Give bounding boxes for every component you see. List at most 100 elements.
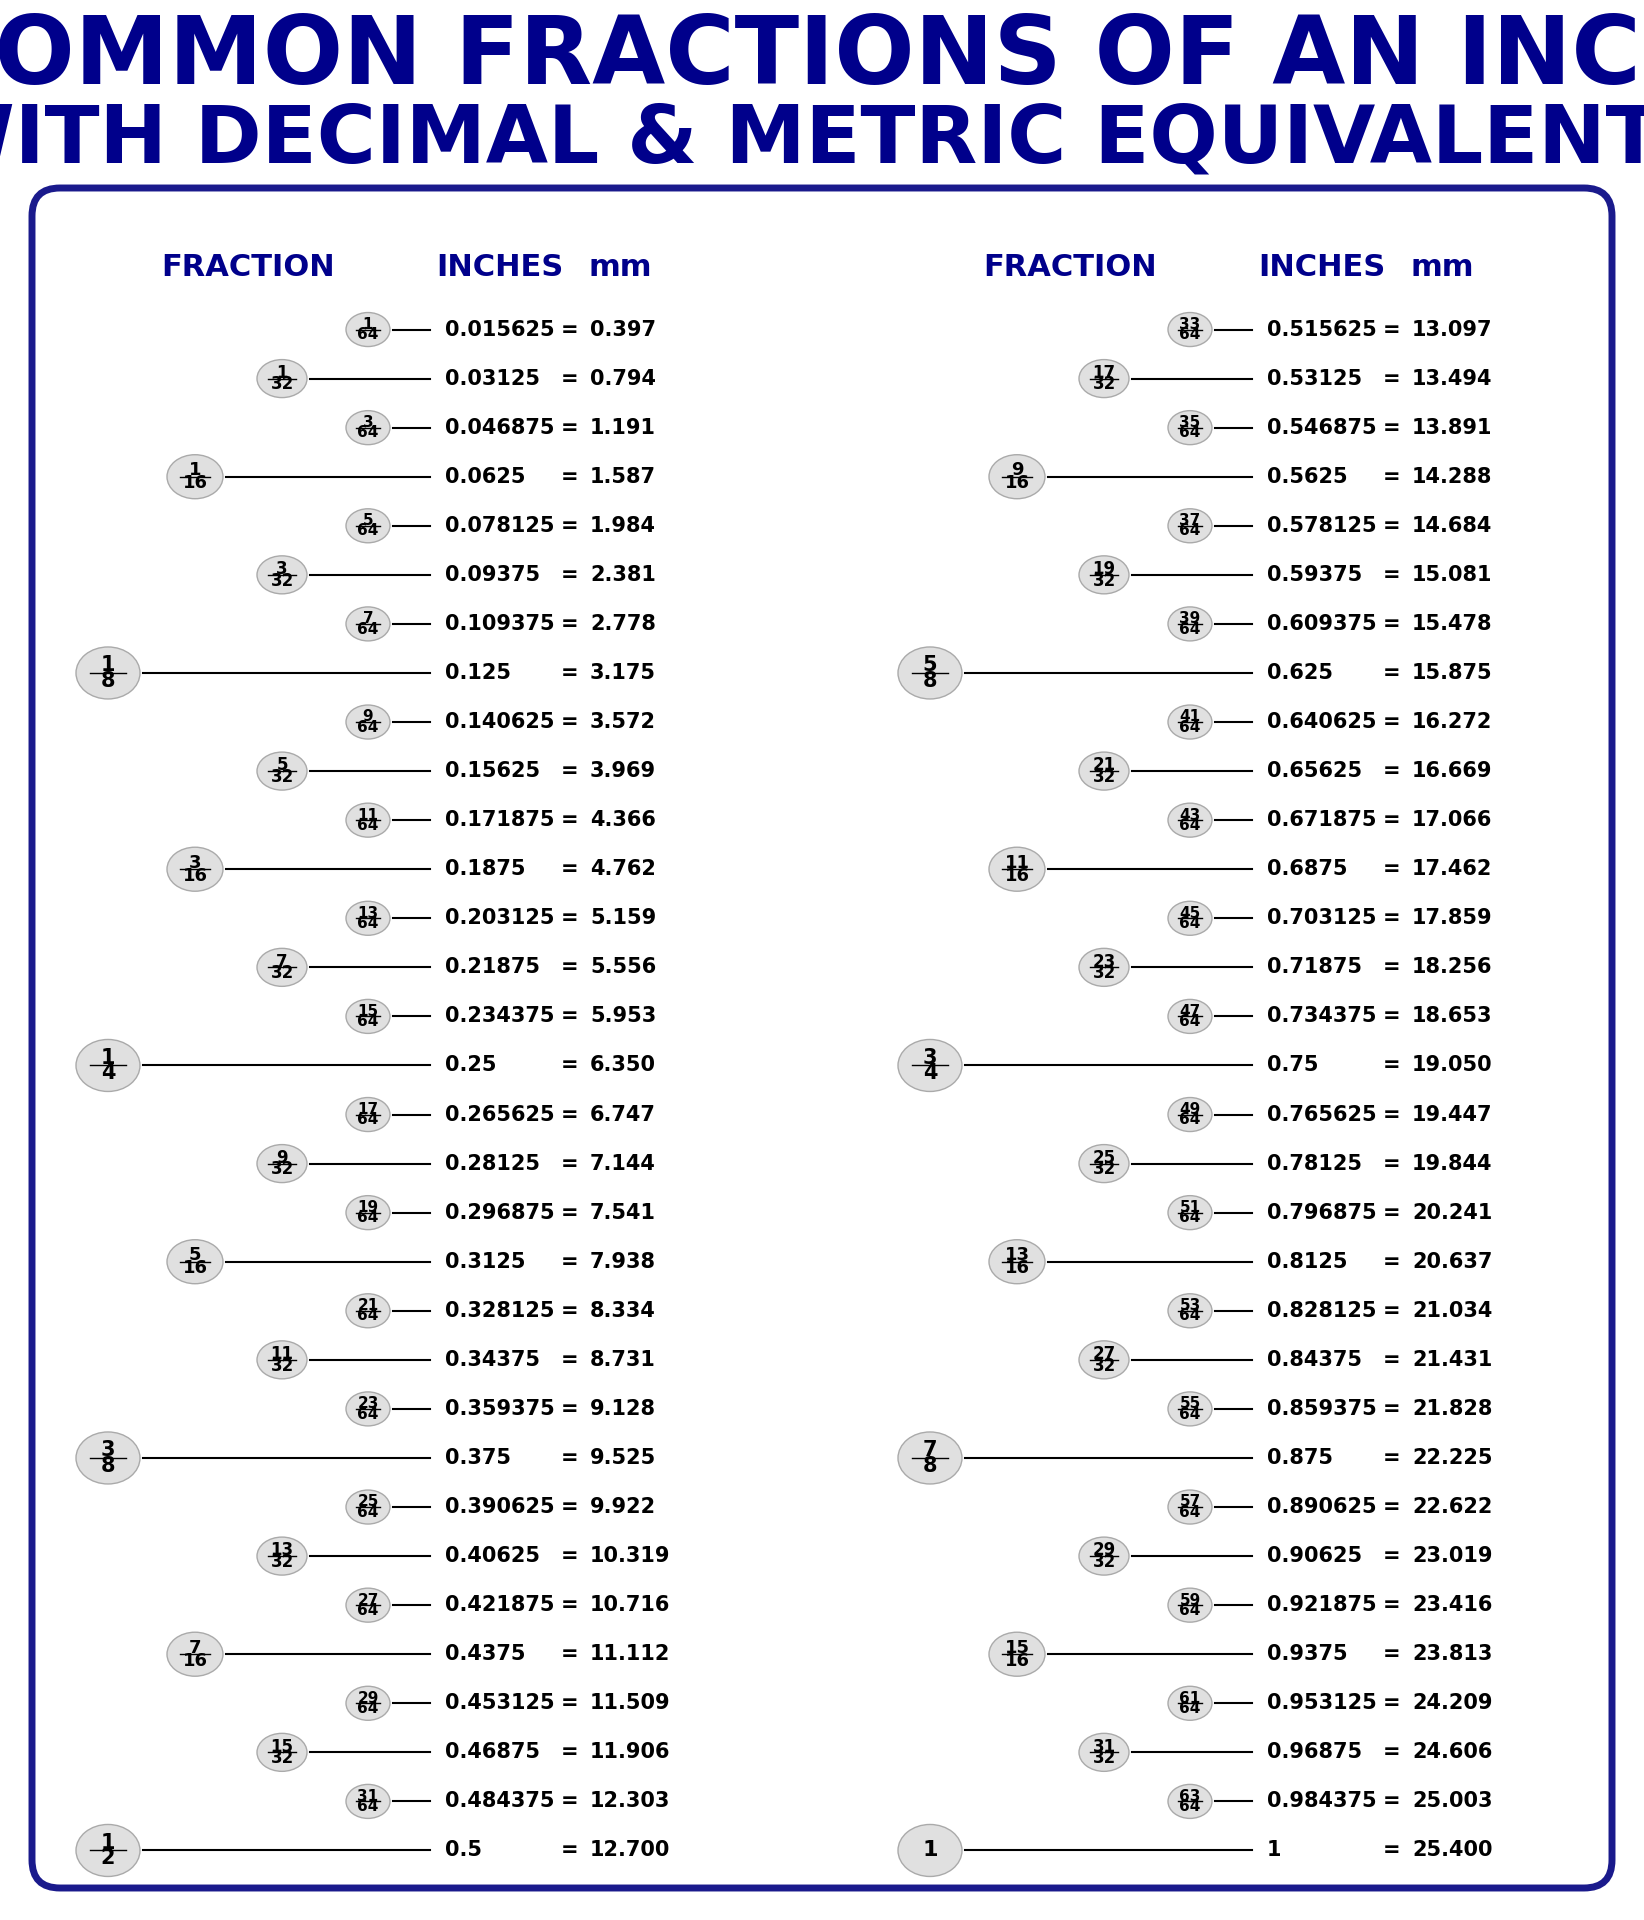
Text: =: = [1383, 860, 1401, 879]
Text: 16: 16 [1004, 474, 1029, 492]
Text: 64: 64 [357, 1014, 378, 1029]
Text: 64: 64 [1179, 524, 1200, 538]
Text: 64: 64 [1179, 818, 1200, 833]
Text: 0.765625: 0.765625 [1268, 1104, 1376, 1125]
Text: 16.669: 16.669 [1412, 760, 1493, 781]
Text: 64: 64 [1179, 1112, 1200, 1127]
Text: =: = [1383, 564, 1401, 586]
Text: 14.288: 14.288 [1412, 467, 1493, 486]
Ellipse shape [345, 1392, 390, 1427]
Ellipse shape [990, 1240, 1046, 1284]
Text: 15: 15 [271, 1738, 294, 1755]
Text: 13: 13 [270, 1542, 294, 1559]
Text: 1: 1 [363, 317, 373, 332]
Text: =: = [1383, 1056, 1401, 1075]
Text: =: = [1383, 760, 1401, 781]
Ellipse shape [256, 948, 307, 987]
Text: 64: 64 [1179, 424, 1200, 440]
Text: =: = [561, 1841, 579, 1860]
Text: 32: 32 [270, 572, 294, 589]
Ellipse shape [1078, 1538, 1129, 1574]
Text: 0.34375: 0.34375 [446, 1350, 539, 1369]
Text: =: = [1383, 1841, 1401, 1860]
Text: mm: mm [1411, 253, 1473, 282]
Text: 0.3125: 0.3125 [446, 1252, 526, 1271]
Text: 1: 1 [189, 461, 201, 480]
Text: =: = [561, 1546, 579, 1567]
Ellipse shape [1167, 1490, 1212, 1524]
Text: 15.081: 15.081 [1412, 564, 1493, 586]
Ellipse shape [1167, 900, 1212, 935]
Text: 61: 61 [1179, 1692, 1200, 1705]
Text: 5.556: 5.556 [590, 958, 656, 977]
Text: =: = [1383, 958, 1401, 977]
Text: 32: 32 [270, 374, 294, 394]
Text: 4.366: 4.366 [590, 810, 656, 829]
Text: 3: 3 [100, 1440, 115, 1461]
Text: 2.778: 2.778 [590, 614, 656, 634]
Text: 32: 32 [270, 1160, 294, 1179]
Text: 15: 15 [1004, 1638, 1029, 1657]
Text: 16: 16 [1004, 866, 1029, 885]
Text: 11: 11 [357, 808, 378, 822]
Text: 0.796875: 0.796875 [1268, 1202, 1376, 1223]
Text: =: = [561, 1448, 579, 1469]
Text: 7.144: 7.144 [590, 1154, 656, 1173]
Text: 35: 35 [1179, 415, 1200, 430]
Text: 1: 1 [100, 1834, 115, 1853]
Text: 1: 1 [276, 365, 288, 382]
Text: 16.272: 16.272 [1412, 712, 1493, 732]
Text: 21.828: 21.828 [1412, 1400, 1493, 1419]
Text: 0.625: 0.625 [1268, 662, 1333, 684]
Ellipse shape [345, 509, 390, 543]
Ellipse shape [1167, 1196, 1212, 1229]
Text: =: = [561, 369, 579, 388]
Text: 13.494: 13.494 [1412, 369, 1493, 388]
Text: 0.296875: 0.296875 [446, 1202, 554, 1223]
Ellipse shape [345, 705, 390, 739]
Text: =: = [1383, 810, 1401, 829]
Text: 11: 11 [1004, 854, 1029, 872]
Text: 64: 64 [1179, 622, 1200, 637]
Text: 0.515625: 0.515625 [1268, 319, 1376, 340]
Text: 19.447: 19.447 [1412, 1104, 1493, 1125]
Text: 7: 7 [189, 1638, 201, 1657]
Ellipse shape [898, 1824, 962, 1876]
Text: =: = [561, 1644, 579, 1665]
Text: 1.191: 1.191 [590, 419, 656, 438]
Text: INCHES: INCHES [1258, 253, 1386, 282]
Text: 23.019: 23.019 [1412, 1546, 1493, 1567]
Text: =: = [1383, 712, 1401, 732]
Ellipse shape [76, 1824, 140, 1876]
Text: 64: 64 [1179, 1505, 1200, 1519]
Text: 22.225: 22.225 [1412, 1448, 1493, 1469]
Text: 21: 21 [1092, 756, 1116, 774]
Text: 0.484375: 0.484375 [446, 1791, 554, 1811]
Text: 39: 39 [1179, 611, 1200, 626]
Text: =: = [1383, 1300, 1401, 1321]
Text: 0.109375: 0.109375 [446, 614, 554, 634]
Text: 57: 57 [1179, 1494, 1200, 1509]
Text: 0.546875: 0.546875 [1268, 419, 1376, 438]
Text: 22.622: 22.622 [1412, 1498, 1493, 1517]
Text: 10.319: 10.319 [590, 1546, 671, 1567]
Text: 16: 16 [1004, 1260, 1029, 1277]
Text: =: = [561, 1400, 579, 1419]
Ellipse shape [345, 1294, 390, 1329]
Text: 0.078125: 0.078125 [446, 516, 554, 536]
Text: =: = [1383, 1791, 1401, 1811]
Text: 0.453125: 0.453125 [446, 1693, 554, 1713]
Text: 11.906: 11.906 [590, 1741, 671, 1763]
Text: =: = [561, 1202, 579, 1223]
Text: =: = [1383, 1741, 1401, 1763]
Text: 27: 27 [357, 1592, 378, 1607]
Text: 1: 1 [100, 655, 115, 676]
Text: 32: 32 [1092, 374, 1116, 394]
Text: 7.541: 7.541 [590, 1202, 656, 1223]
Text: 0.09375: 0.09375 [446, 564, 541, 586]
Ellipse shape [990, 1632, 1046, 1676]
Ellipse shape [256, 557, 307, 593]
Text: =: = [1383, 1498, 1401, 1517]
Text: 0.6875: 0.6875 [1268, 860, 1348, 879]
Text: 27: 27 [1092, 1346, 1116, 1363]
